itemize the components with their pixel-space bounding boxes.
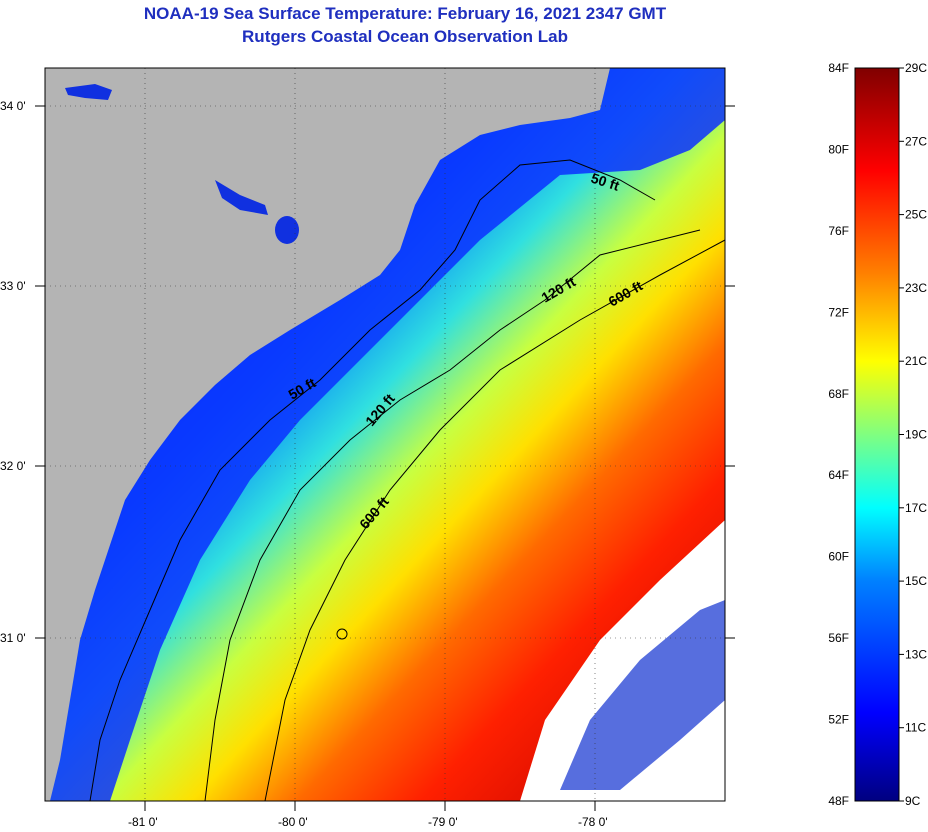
colorbar-f-label: 84F (828, 61, 849, 75)
map-frame (44, 67, 726, 802)
cloud-cold-patch (560, 600, 725, 790)
axis-ticks (35, 105, 735, 811)
colorbar-f-label: 76F (828, 224, 849, 238)
colorbar-c-label: 17C (905, 501, 927, 515)
colorbar-f-label: 64F (828, 468, 849, 482)
colorbar-f-label: 68F (828, 387, 849, 401)
colorbar-f-label: 52F (828, 713, 849, 727)
colorbar-c-label: 29C (905, 61, 927, 75)
lake-marion (275, 216, 299, 244)
graticule (45, 68, 725, 801)
map-title: NOAA-19 Sea Surface Temperature: Februar… (143, 4, 667, 23)
colorbar-f-label: 56F (828, 631, 849, 645)
colorbar-c-label: 27C (905, 134, 927, 148)
lon-tick-81: -81 0' (128, 815, 158, 829)
inland-water-north (65, 84, 112, 100)
colorbar-c-label: 13C (905, 647, 927, 661)
contour-600ft (264, 239, 725, 801)
colorbar-f-label: 60F (828, 550, 849, 564)
colorbar-c-label: 23C (905, 281, 927, 295)
colorbar-f-label: 80F (828, 142, 849, 156)
seamount-contour (336, 628, 348, 640)
depth-contours (89, 159, 725, 801)
colorbar-c-label: 15C (905, 574, 927, 588)
colorbar-c-label: 19C (905, 428, 927, 442)
colorbar-fahrenheit-labels: 84F 80F 76F 72F 68F 64F 60F 56F 52F 48F (828, 61, 849, 808)
lat-tick-31: 31 0' (0, 631, 26, 645)
colorbar-c-label: 21C (905, 354, 927, 368)
contour-50ft (89, 159, 656, 801)
contour-120ft (204, 229, 701, 801)
land-mass (45, 68, 610, 801)
colorbar-gradient (854, 67, 900, 802)
lat-tick-33: 33 0' (0, 279, 26, 293)
colorbar-c-label: 11C (905, 721, 926, 735)
lon-tick-80: -80 0' (278, 815, 308, 829)
lat-tick-32: 32 0' (0, 459, 26, 473)
lon-tick-79: -79 0' (428, 815, 458, 829)
colorbar-c-label: 9C (905, 794, 921, 808)
lon-tick-78: -78 0' (578, 815, 608, 829)
colorbar-c-label: 25C (905, 208, 927, 222)
colorbar-f-label: 48F (828, 794, 849, 808)
lake-moultrie (215, 180, 268, 215)
colorbar-f-label: 72F (828, 305, 849, 319)
lat-tick-34: 34 0' (0, 99, 26, 113)
colorbar-celsius-labels: 29C 27C 25C 23C 21C 19C 17C 15C 13C 11C 9C (899, 61, 927, 808)
map-subtitle: Rutgers Coastal Ocean Observation Lab (242, 27, 568, 46)
